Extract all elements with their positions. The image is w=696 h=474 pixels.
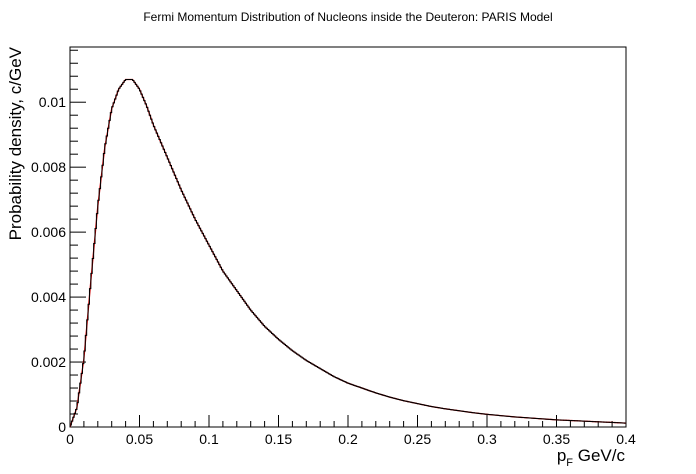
histogram-series-line <box>69 78 626 427</box>
x-tick-label: 0.4 <box>616 431 636 447</box>
x-tick-label: 0 <box>66 431 74 447</box>
y-tick-label: 0.008 <box>31 159 66 175</box>
x-axis-label-unit: GeV/c <box>573 446 625 465</box>
x-axis-label-subscript: F <box>566 457 573 469</box>
y-axis-ticks <box>70 49 86 428</box>
x-tick-label: 0.05 <box>126 431 153 447</box>
x-axis-label-main: p <box>557 446 566 465</box>
x-tick-label: 0.15 <box>265 431 292 447</box>
y-tick-label: 0 <box>58 419 66 435</box>
y-tick-label: 0.006 <box>31 224 66 240</box>
x-tick-label: 0.35 <box>543 431 570 447</box>
x-tick-label: 0.2 <box>338 431 358 447</box>
x-tick-label: 0.25 <box>404 431 431 447</box>
x-axis-tick-labels: 0 0.05 0.1 0.15 0.2 0.25 0.3 0.35 0.4 <box>66 431 636 447</box>
y-axis-tick-labels: 0 0.002 0.004 0.006 0.008 0.01 <box>31 94 66 435</box>
x-axis-ticks <box>69 415 627 427</box>
y-tick-label: 0.01 <box>39 94 66 110</box>
x-tick-label: 0.1 <box>199 431 219 447</box>
y-tick-label: 0.004 <box>31 289 66 305</box>
y-tick-label: 0.002 <box>31 354 66 370</box>
chart-title: Fermi Momentum Distribution of Nucleons … <box>143 10 552 24</box>
y-axis-label: Probability density, c/GeV <box>6 46 25 240</box>
x-tick-label: 0.3 <box>477 431 497 447</box>
x-axis-label: pF GeV/c <box>557 446 626 469</box>
